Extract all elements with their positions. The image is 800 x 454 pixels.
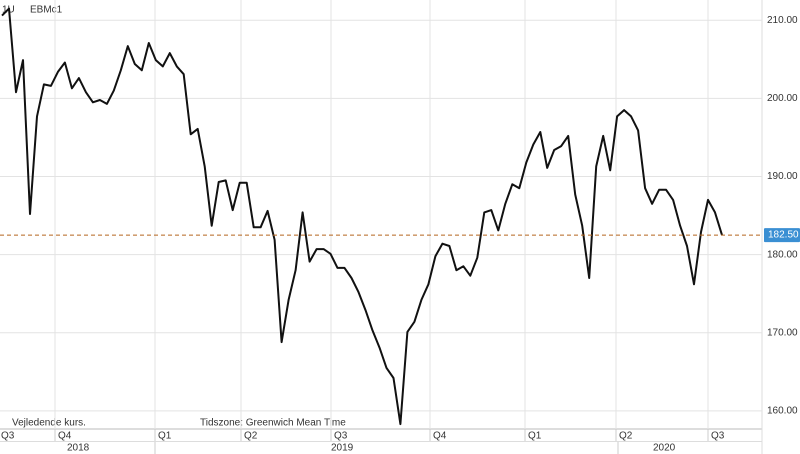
x-tick-label: Q4 bbox=[433, 431, 447, 442]
symbol-label: EBMc1 bbox=[30, 5, 63, 16]
y-tick-label: 190.00 bbox=[767, 171, 798, 182]
year-label: 2018 bbox=[67, 443, 90, 454]
last-value-box bbox=[764, 228, 800, 243]
x-tick-label: Q4 bbox=[58, 431, 72, 442]
footnote: Tidszone: Greenwich Mean Time bbox=[200, 418, 346, 429]
x-tick-label: Q3 bbox=[1, 431, 15, 442]
x-tick-label: Q2 bbox=[244, 431, 258, 442]
y-tick-label: 200.00 bbox=[767, 93, 798, 104]
x-tick-label: Q3 bbox=[711, 431, 725, 442]
y-tick-label: 160.00 bbox=[767, 405, 798, 416]
x-tick-label: Q1 bbox=[528, 431, 542, 442]
last-value-label: 182.50 bbox=[768, 230, 799, 241]
year-label: 2019 bbox=[331, 443, 354, 454]
y-tick-label: 180.00 bbox=[767, 249, 798, 260]
price-line bbox=[1, 7, 723, 426]
y-tick-label: 170.00 bbox=[767, 327, 798, 338]
x-tick-label: Q1 bbox=[158, 431, 172, 442]
x-tick-label: Q2 bbox=[619, 431, 633, 442]
year-label: 2020 bbox=[653, 443, 676, 454]
y-tick-label: 210.00 bbox=[767, 15, 798, 26]
footnote: Vejledende kurs. bbox=[12, 418, 86, 429]
x-tick-label: Q3 bbox=[334, 431, 348, 442]
